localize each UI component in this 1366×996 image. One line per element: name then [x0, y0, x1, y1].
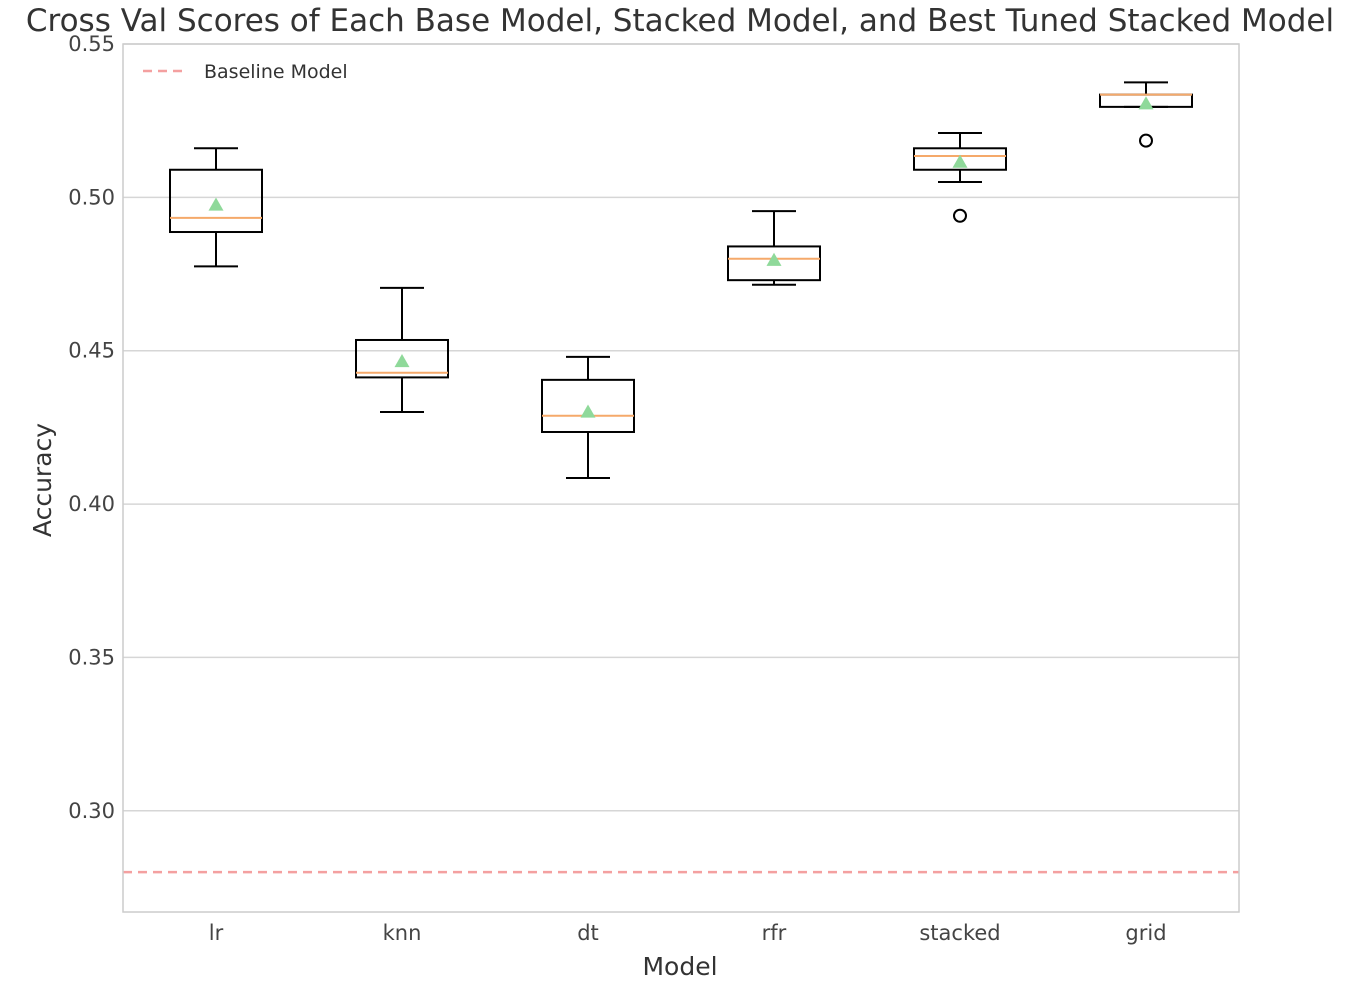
- y-tick-label: 0.30: [68, 799, 115, 823]
- mean-marker: [1138, 96, 1154, 110]
- box-iqr: [355, 338, 449, 379]
- box-iqr: [913, 147, 1007, 171]
- box-stacked: [913, 131, 1007, 223]
- box-rfr: [727, 210, 821, 286]
- gridlines: [123, 43, 1239, 812]
- x-tick-label: dt: [577, 921, 599, 945]
- y-tick-label: 0.35: [68, 645, 115, 669]
- plot-frame: [122, 43, 1240, 913]
- y-axis-ticks: 0.30 0.35 0.40 0.45 0.50 0.55: [68, 32, 115, 823]
- y-tick-label: 0.55: [68, 32, 115, 56]
- mean-marker: [952, 154, 968, 168]
- y-axis-label: Accuracy: [28, 423, 57, 537]
- box-iqr: [541, 378, 635, 433]
- x-tick-label: rfr: [762, 921, 787, 945]
- box-lr: [169, 147, 263, 268]
- x-tick-label: grid: [1125, 921, 1166, 945]
- mean-marker: [394, 353, 410, 368]
- box-knn: [355, 286, 449, 414]
- box-grid: [1099, 81, 1193, 148]
- box-iqr: [169, 168, 263, 234]
- outlier-point: [1139, 133, 1153, 148]
- legend-baseline-label: Baseline Model: [204, 61, 348, 83]
- x-tick-label: stacked: [919, 921, 1000, 945]
- mean-marker: [580, 404, 596, 418]
- box-iqr: [727, 245, 821, 282]
- legend: Baseline Model: [143, 61, 348, 83]
- x-axis-ticks: lr knn dt rfr stacked grid: [209, 921, 1167, 945]
- y-tick-label: 0.50: [68, 185, 115, 209]
- mean-marker: [766, 252, 782, 266]
- box-dt: [541, 355, 635, 479]
- outlier-point: [953, 208, 967, 223]
- x-axis-label: Model: [642, 952, 717, 981]
- y-tick-label: 0.40: [68, 492, 115, 516]
- x-tick-label: lr: [209, 921, 224, 945]
- chart-title: Cross Val Scores of Each Base Model, Sta…: [26, 3, 1334, 39]
- x-tick-label: knn: [383, 921, 422, 945]
- mean-marker: [208, 197, 224, 211]
- y-tick-label: 0.45: [68, 339, 115, 363]
- boxes: [169, 81, 1193, 479]
